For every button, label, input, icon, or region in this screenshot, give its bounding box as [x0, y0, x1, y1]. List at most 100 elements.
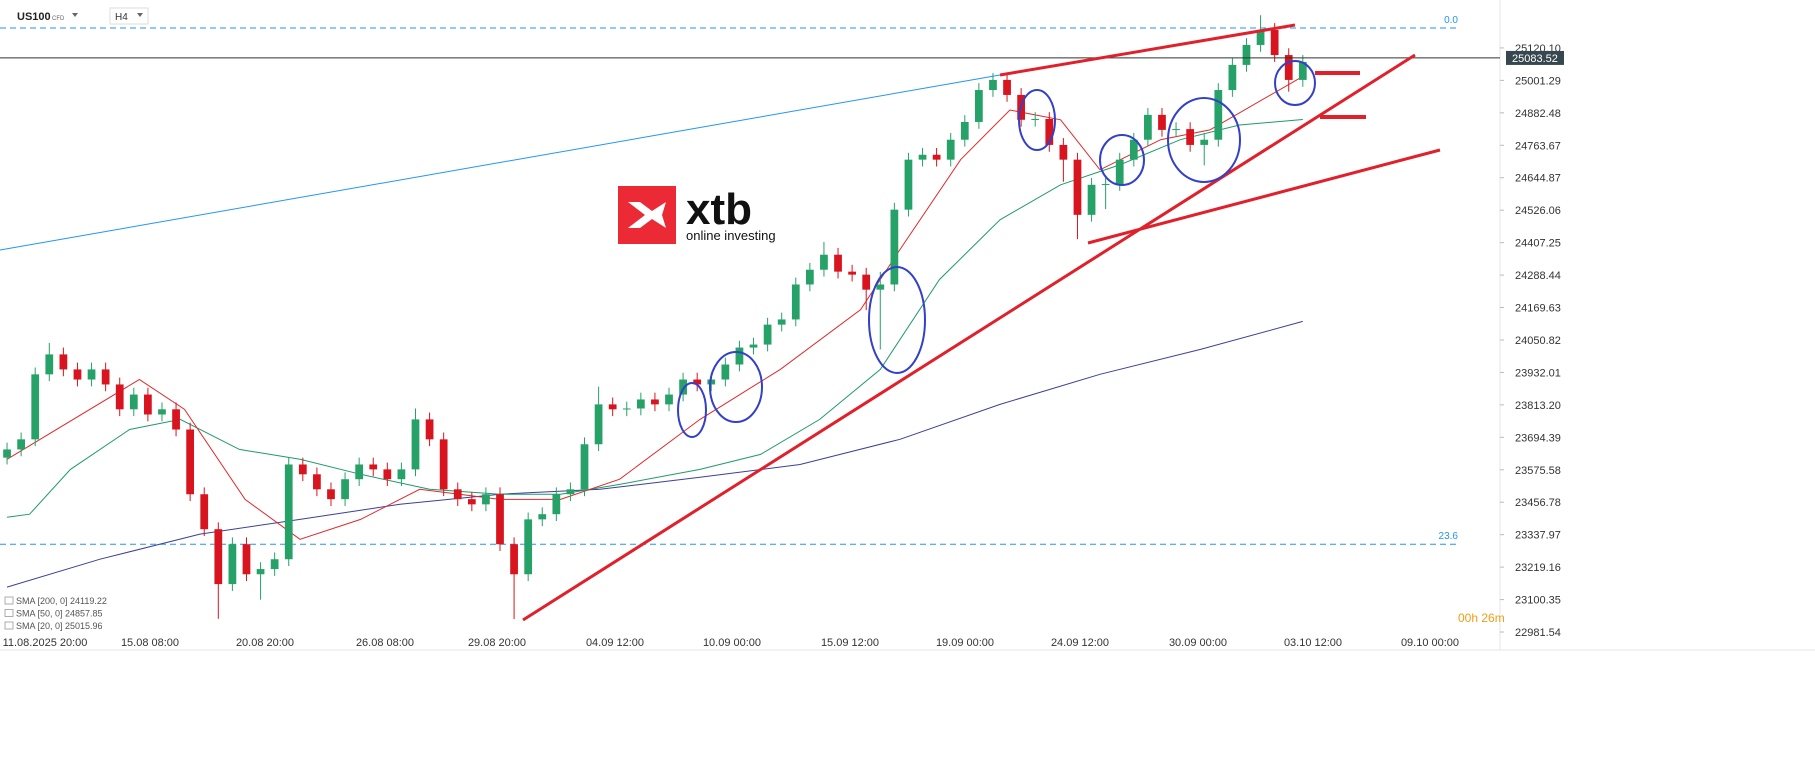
candle-body — [496, 494, 504, 545]
candle-body — [1228, 64, 1237, 91]
candle-body — [270, 559, 279, 570]
candle-body — [214, 529, 223, 585]
support-line — [522, 53, 1416, 622]
candle-body — [1214, 90, 1223, 140]
candle-body — [622, 408, 631, 410]
y-tick-label: 22981.54 — [1515, 627, 1561, 639]
candle-body — [975, 90, 983, 122]
candle-body — [313, 474, 321, 490]
y-tick-label: 23337.97 — [1515, 530, 1561, 542]
candle-body — [1101, 183, 1110, 185]
candle-body — [707, 379, 716, 385]
circle — [1274, 60, 1316, 106]
candle-body — [608, 404, 617, 410]
candle-body — [1256, 29, 1265, 45]
y-tick-label: 23813.20 — [1515, 400, 1561, 412]
candle-body — [186, 429, 195, 495]
candle-body — [946, 139, 955, 160]
candle-body — [369, 464, 378, 470]
candle-body — [411, 419, 420, 470]
candle-body — [749, 344, 758, 348]
candle-body — [594, 404, 603, 445]
candle-body — [848, 271, 856, 275]
x-tick-label: 30.09 00:00 — [1169, 637, 1227, 649]
candle-body — [45, 354, 54, 375]
legend-entry: SMA [20, 0] 25015.96 — [16, 621, 103, 631]
timeframe-box[interactable] — [109, 7, 149, 25]
y-tick-label: 23456.78 — [1515, 497, 1561, 509]
candle-body — [397, 469, 406, 480]
price-badge — [1506, 50, 1564, 65]
y-tick-label: 23575.58 — [1515, 465, 1561, 477]
fib-label: 0.0 — [1444, 15, 1458, 26]
candle-body — [805, 269, 814, 285]
y-tick-label: 24288.44 — [1515, 270, 1561, 282]
candle-body — [87, 369, 96, 380]
dropdown-arrow[interactable] — [72, 13, 78, 17]
candle-body — [200, 494, 209, 530]
candle-body — [228, 544, 237, 585]
candle-body — [1158, 114, 1166, 130]
candle-body — [862, 274, 871, 290]
candle-body — [3, 449, 11, 458]
candle-body — [73, 369, 82, 380]
candle-body — [904, 159, 913, 210]
candle-body — [327, 489, 335, 500]
candle-body — [1045, 118, 1054, 145]
candle-body — [1242, 44, 1251, 65]
circle — [1018, 89, 1056, 151]
candle-body — [1031, 118, 1040, 120]
y-tick-label: 25001.29 — [1515, 75, 1561, 87]
circle — [677, 382, 707, 438]
candle-body — [876, 284, 885, 290]
y-tick-label: 23100.35 — [1515, 595, 1561, 607]
logo-x — [628, 202, 666, 228]
x-tick-label: 20.08 20:00 — [236, 637, 294, 649]
timeframe[interactable]: H4 — [115, 12, 128, 23]
circle — [1167, 97, 1241, 183]
candle-body — [665, 394, 673, 405]
candle-body — [256, 569, 265, 575]
current-price-label: 25083.52 — [1512, 53, 1558, 65]
circle — [709, 351, 763, 423]
candle-body — [566, 489, 575, 495]
candle-body — [1003, 79, 1011, 95]
legend-entry: SMA [50, 0] 24857.85 — [16, 609, 103, 619]
highlight-circles — [677, 60, 1316, 438]
candle-body — [17, 439, 25, 450]
candle-body — [735, 347, 744, 365]
x-tick-label: 03.10 12:00 — [1284, 637, 1342, 649]
candle-body — [425, 419, 434, 440]
candle-body — [890, 209, 899, 285]
candle-body — [158, 409, 166, 415]
candle-body — [242, 544, 251, 575]
instrument-type: CFD — [52, 16, 65, 22]
candle-body — [1115, 159, 1124, 184]
candle-body — [524, 519, 533, 575]
candle-body — [298, 464, 307, 475]
candle-body — [341, 479, 349, 500]
candle-body — [960, 121, 969, 140]
circle — [868, 266, 926, 374]
circle — [1099, 134, 1145, 186]
candle-body — [59, 354, 68, 370]
logo-brand: xtb — [686, 185, 752, 234]
y-tick-label: 24526.06 — [1515, 205, 1561, 217]
y-tick-label: 24050.82 — [1515, 335, 1561, 347]
sma-line — [6, 75, 1304, 540]
candle-body — [791, 284, 800, 320]
dropdown-arrow[interactable] — [137, 13, 143, 17]
plot-area: 0.023.625120.1025001.2924882.4824763.672… — [0, 0, 1815, 651]
y-tick-label: 23932.01 — [1515, 367, 1561, 379]
candle-body — [932, 154, 941, 160]
candle-body — [115, 384, 124, 410]
candle-body — [552, 494, 561, 515]
logo-tagline: online investing — [686, 228, 776, 243]
candle-body — [482, 494, 490, 505]
legend-icon — [4, 609, 14, 617]
candle-body — [383, 469, 392, 480]
symbol[interactable]: US100 — [17, 11, 51, 23]
candle-body — [31, 374, 40, 440]
x-tick-label: 04.09 12:00 — [586, 637, 644, 649]
